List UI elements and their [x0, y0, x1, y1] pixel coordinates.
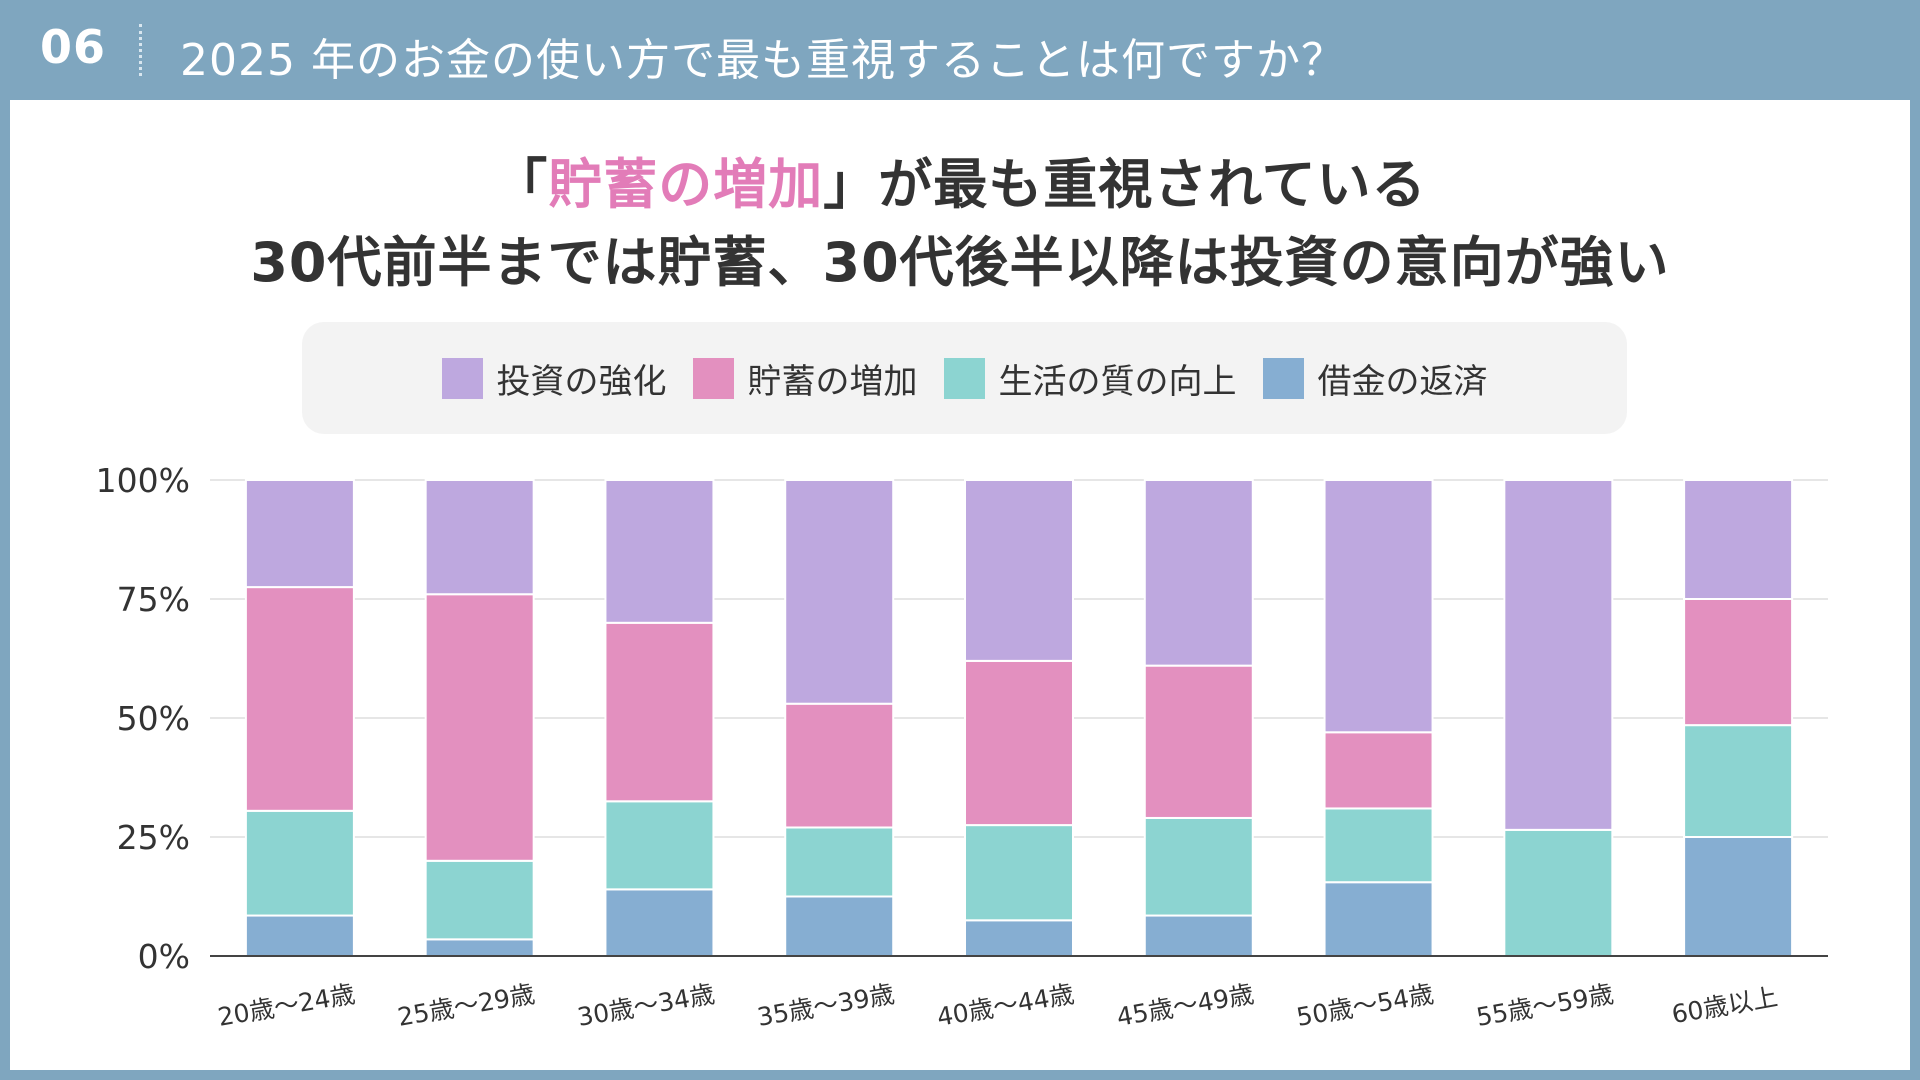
legend-swatch: [943, 357, 985, 399]
bar-segment: [1683, 724, 1794, 839]
y-tick-label: 100%: [96, 461, 190, 500]
legend-label: 投資の強化: [496, 361, 667, 402]
legend-label: 借金の返済: [1317, 361, 1488, 402]
bar-segment: [1683, 598, 1794, 727]
bar-segment: [784, 479, 895, 705]
bar-segment: [604, 479, 715, 624]
x-category-label: 60歳以上: [1670, 982, 1780, 1029]
headline-accent: 貯蓄の増加: [548, 153, 824, 216]
bar-segment: [424, 859, 535, 941]
bar-segment: [964, 659, 1074, 827]
legend-label: 生活の質の向上: [998, 361, 1237, 402]
bar-segment: [1143, 479, 1254, 667]
bar-segment: [1683, 479, 1794, 600]
question-number: 06: [40, 20, 107, 74]
x-category-label: 20歳〜24歳: [216, 979, 358, 1032]
header-divider: [139, 24, 142, 76]
stacked-bar-chart: 0% 25% 50% 75% 100% 20歳〜24歳 25歳〜29歳 30歳〜34歳 35歳〜…: [96, 461, 1828, 1032]
bar-segment: [1323, 807, 1434, 884]
bar-segment: [1323, 881, 1434, 957]
bar-segment: [244, 914, 355, 957]
x-category-label: 30歳〜34歳: [575, 979, 717, 1032]
bar-segment: [604, 800, 715, 891]
bar-segment: [424, 593, 535, 862]
bar-segment: [964, 824, 1074, 922]
x-category-label: 50歳〜54歳: [1294, 979, 1436, 1032]
bar-segment: [1503, 479, 1614, 831]
bar-segment: [1323, 479, 1434, 734]
bar-segment: [784, 702, 895, 829]
legend-swatch: [1262, 357, 1304, 399]
x-category-label: 40歳〜44歳: [935, 979, 1077, 1032]
bar-segment: [424, 479, 535, 596]
x-category-label: 55歳〜59歳: [1474, 979, 1616, 1032]
bar-segment: [244, 479, 355, 589]
question-title: 2025 年のお金の使い方で最も重視することは何ですか？: [180, 35, 1346, 86]
legend-label: 貯蓄の増加: [747, 361, 918, 402]
content-panel: 「貯蓄の増加」が最も重視されている 30代前半までは貯蓄、30代後半以降は投資の…: [10, 100, 1910, 1070]
legend-item-investment: 投資の強化: [441, 354, 667, 403]
bar-segment: [964, 479, 1074, 662]
y-tick-label: 25%: [117, 818, 190, 857]
y-tick-label: 50%: [117, 699, 190, 738]
headline-line-1: 「貯蓄の増加」が最も重視されている: [10, 140, 1910, 219]
headline-open-bracket: 「: [493, 153, 549, 216]
legend-item-quality-of-life: 生活の質の向上: [943, 354, 1237, 403]
question-header: 06 2025 年のお金の使い方で最も重視することは何ですか？: [0, 0, 1920, 100]
legend-swatch: [692, 357, 734, 399]
bar-segment: [964, 919, 1074, 957]
bar-segment: [424, 938, 535, 958]
x-category-label: 35歳〜39歳: [755, 979, 897, 1032]
bar-segment: [1323, 731, 1434, 810]
bar-segment: [1143, 816, 1254, 917]
bar-segment: [604, 621, 715, 803]
chart-legend: 投資の強化 貯蓄の増加 生活の質の向上 借金の返済: [302, 322, 1627, 434]
bar-segment: [784, 895, 895, 957]
x-category-label: 45歳〜49歳: [1115, 979, 1257, 1032]
x-category-label: 25歳〜29歳: [395, 979, 537, 1032]
y-tick-label: 0%: [138, 937, 190, 976]
legend-item-debt-repayment: 借金の返済: [1262, 354, 1488, 403]
y-tick-label: 75%: [117, 580, 190, 619]
bar-segment: [244, 809, 355, 917]
headline-line-1-rest: 」が最も重視されている: [823, 153, 1427, 216]
bar-segment: [1683, 836, 1794, 957]
bar-segment: [784, 826, 895, 898]
bar-segment: [604, 888, 715, 957]
legend-item-savings: 貯蓄の増加: [692, 354, 918, 403]
bar-segment: [1503, 828, 1614, 957]
bar-segment: [1143, 914, 1254, 957]
bar-segment: [244, 586, 355, 812]
headline-line-2: 30代前半までは貯蓄、30代後半以降は投資の意向が強い: [250, 231, 1670, 294]
legend-swatch: [441, 357, 483, 399]
bar-segment: [1143, 664, 1254, 819]
